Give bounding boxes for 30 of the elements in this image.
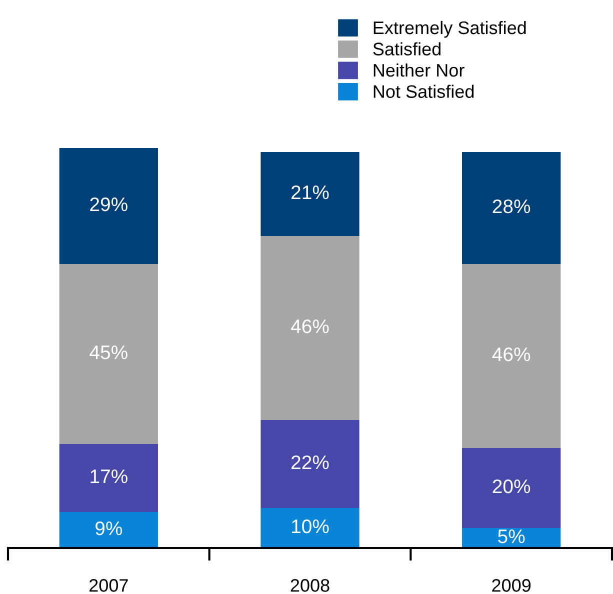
legend-label: Extremely Satisfied	[374, 20, 526, 38]
bar	[260, 152, 360, 236]
bar	[260, 236, 360, 420]
bar	[462, 264, 561, 448]
legend-label: Satisfied	[373, 42, 440, 56]
data-label: 20%	[492, 479, 530, 494]
data-label: 9%	[96, 521, 122, 536]
x-tick-label: 2007	[89, 579, 128, 592]
data-label: 46%	[290, 319, 329, 334]
data-label: 22%	[292, 455, 329, 470]
bar	[462, 152, 561, 264]
bar	[59, 512, 158, 548]
bar	[59, 264, 158, 444]
data-label: 45%	[90, 346, 128, 360]
bar	[59, 444, 158, 512]
data-label: 17%	[90, 470, 128, 484]
x-tick-label: 2009	[492, 579, 531, 592]
data-label: 5%	[498, 530, 525, 544]
bar	[59, 148, 158, 264]
data-label: 29%	[90, 197, 128, 212]
data-label: 10%	[292, 519, 329, 534]
bar	[260, 420, 360, 508]
legend-label: Neither Nor	[374, 63, 464, 77]
data-label: 46%	[492, 347, 530, 362]
legend-label: Not Satisfied	[374, 84, 474, 98]
bar	[260, 508, 360, 548]
data-label: 28%	[492, 199, 530, 214]
data-label: 21%	[292, 185, 329, 200]
x-tick-label: 2008	[290, 579, 330, 592]
bar	[462, 448, 561, 528]
